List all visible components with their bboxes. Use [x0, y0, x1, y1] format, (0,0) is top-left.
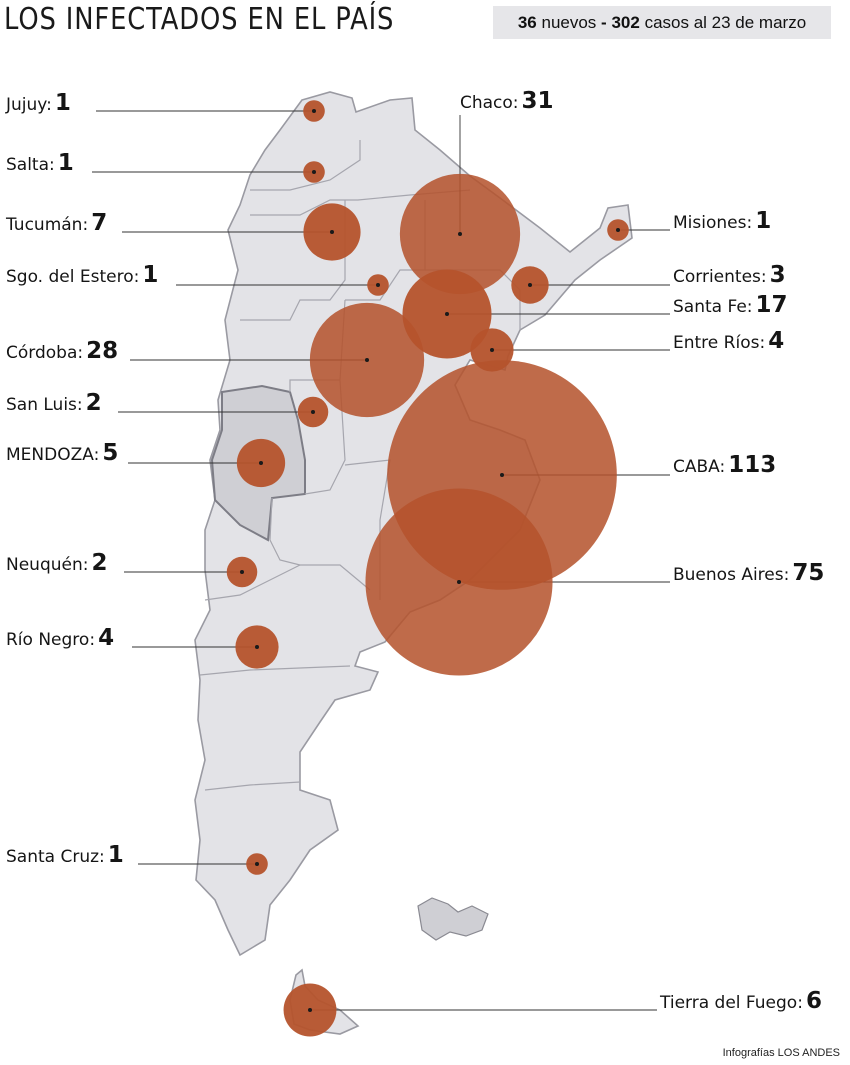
credit-text: Infografías LOS ANDES: [722, 1047, 840, 1059]
case-count: 1: [57, 150, 74, 176]
case-count: 1: [107, 842, 124, 868]
total-cases-count: 302: [611, 13, 640, 32]
center-dot-tucuman: [330, 230, 334, 234]
province-name: Neuquén:: [6, 555, 89, 575]
label-buenos-aires: Buenos Aires: 75: [673, 560, 824, 586]
center-dot-misiones: [616, 228, 620, 232]
province-name: Entre Ríos:: [673, 333, 766, 353]
case-count: 75: [792, 560, 825, 586]
label-jujuy: Jujuy: 1: [6, 90, 71, 116]
summary-separator: -: [601, 13, 607, 32]
center-dot-tierra-del-fuego: [308, 1008, 312, 1012]
new-cases-count: 36: [517, 13, 537, 32]
case-count: 4: [768, 328, 785, 354]
case-count: 7: [91, 210, 108, 236]
label-mendoza: MENDOZA: 5: [6, 440, 118, 466]
center-dot-entre-rios: [490, 348, 494, 352]
province-name: Santa Fe:: [673, 297, 753, 317]
new-cases-label: nuevos: [541, 13, 597, 32]
case-count: 5: [102, 440, 119, 466]
center-dot-rio-negro: [255, 645, 259, 649]
page-title: LOS INFECTADOS EN EL PAÍS: [4, 2, 395, 37]
case-count: 2: [85, 390, 102, 416]
label-entre-rios: Entre Ríos: 4: [673, 328, 784, 354]
province-name: MENDOZA:: [6, 445, 100, 465]
center-dot-buenos-aires: [457, 580, 461, 584]
province-name: Buenos Aires:: [673, 565, 790, 585]
center-dot-caba: [500, 473, 504, 477]
malvinas-shape: [417, 897, 489, 941]
province-name: Córdoba:: [6, 343, 84, 363]
label-misiones: Misiones: 1: [673, 208, 771, 234]
label-cordoba: Córdoba: 28: [6, 338, 118, 364]
province-name: CABA:: [673, 457, 726, 477]
label-corrientes: Corrientes: 3: [673, 262, 786, 288]
label-salta: Salta: 1: [6, 150, 74, 176]
center-dot-neuquen: [240, 570, 244, 574]
province-name: Tierra del Fuego:: [660, 993, 803, 1013]
center-dot-sgo-del-estero: [376, 283, 380, 287]
label-chaco: Chaco: 31: [460, 88, 554, 114]
case-count: 6: [805, 988, 822, 1014]
summary-badge: 36 nuevos - 302 casos al 23 de marzo: [493, 6, 831, 39]
case-count: 3: [769, 262, 786, 288]
province-name: Sgo. del Estero:: [6, 267, 140, 287]
province-name: Santa Cruz:: [6, 847, 105, 867]
center-dot-chaco: [458, 232, 462, 236]
center-dot-cordoba: [365, 358, 369, 362]
center-dot-san-luis: [311, 410, 315, 414]
province-name: Río Negro:: [6, 630, 96, 650]
center-dot-mendoza: [259, 461, 263, 465]
case-count: 17: [755, 292, 788, 318]
center-dot-santa-cruz: [255, 862, 259, 866]
province-name: Chaco:: [460, 93, 519, 113]
label-tucuman: Tucumán: 7: [6, 210, 107, 236]
case-count: 113: [728, 452, 777, 478]
center-dot-jujuy: [312, 109, 316, 113]
center-dot-salta: [312, 170, 316, 174]
case-count: 1: [54, 90, 71, 116]
case-count: 2: [91, 550, 108, 576]
label-caba: CABA: 113: [673, 452, 776, 478]
province-name: Salta:: [6, 155, 55, 175]
province-name: San Luis:: [6, 395, 83, 415]
label-santa-fe: Santa Fe: 17: [673, 292, 788, 318]
case-count: 1: [142, 262, 159, 288]
case-count: 28: [86, 338, 119, 364]
label-santa-cruz: Santa Cruz: 1: [6, 842, 124, 868]
case-bubbles: [226, 100, 629, 1037]
label-rio-negro: Río Negro: 4: [6, 625, 114, 651]
label-sgo-del-estero: Sgo. del Estero: 1: [6, 262, 158, 288]
province-name: Jujuy:: [6, 95, 52, 115]
label-tierra-del-fuego: Tierra del Fuego: 6: [660, 988, 822, 1014]
province-name: Tucumán:: [6, 215, 89, 235]
case-count: 1: [755, 208, 772, 234]
center-dot-corrientes: [528, 283, 532, 287]
case-count: 31: [521, 88, 554, 114]
center-dot-santa-fe: [445, 312, 449, 316]
label-san-luis: San Luis: 2: [6, 390, 102, 416]
total-cases-label: casos al 23 de marzo: [644, 13, 807, 32]
province-name: Misiones:: [673, 213, 753, 233]
province-name: Corrientes:: [673, 267, 767, 287]
case-count: 4: [98, 625, 115, 651]
label-neuquen: Neuquén: 2: [6, 550, 108, 576]
